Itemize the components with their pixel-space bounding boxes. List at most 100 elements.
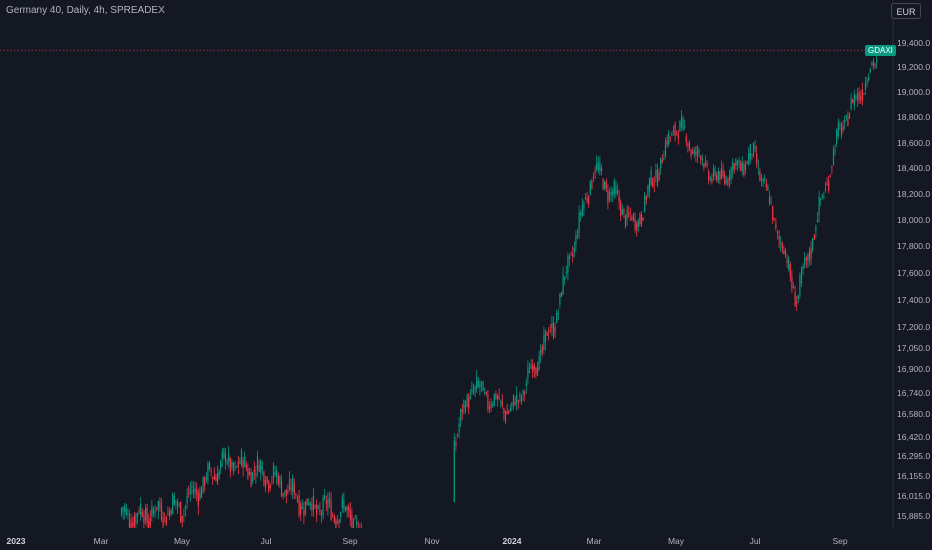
x-tick-label: 2024 [503,536,522,546]
candle-body [584,197,587,200]
candle-body [524,392,526,395]
candle-body [669,136,671,138]
candle-body [644,194,646,212]
candle-body [140,504,142,515]
candle-body [224,453,227,462]
candle-body [216,473,219,485]
candle-body [560,292,563,297]
candle-body [328,497,331,503]
candle-body [480,381,483,385]
candle-body [535,368,537,374]
candle-body [735,159,737,166]
candle-body [594,170,596,173]
candle-body [687,143,689,146]
candle-body [792,287,795,288]
candle-body [516,394,518,404]
candle-body [874,63,876,65]
candle-body [605,182,607,189]
candle-body [148,520,150,528]
candle-body [151,506,153,516]
candle-body [567,256,569,274]
candle-body [666,140,668,145]
candle-body [794,292,796,307]
y-tick-label: 16,580.0 [897,409,930,419]
candle-body [250,471,252,488]
candle-body [676,131,678,133]
candle-body [807,254,809,261]
candle-body [789,264,791,278]
candle-body [701,158,703,161]
candle-body [200,488,203,498]
candle-body [240,450,243,466]
candle-body [557,313,559,315]
candle-body [288,479,291,490]
candle-body [141,512,143,517]
candle-body [623,208,625,214]
candle-body [284,491,286,493]
y-tick-label: 18,200.0 [897,189,930,199]
candle-body [316,504,318,515]
candle-body [335,519,337,528]
candle-body [261,466,263,470]
candle-body [620,202,622,217]
candle-body [157,501,159,510]
candle-body [648,178,651,191]
candle-body [845,115,847,118]
candle-body [544,329,547,343]
candle-body [861,89,863,102]
candle-body [775,223,777,228]
y-tick-label: 17,800.0 [897,241,930,251]
candle-body [528,371,531,373]
candle-body [290,486,292,490]
candle-body [133,515,135,528]
candle-body [533,364,535,370]
candle-body [706,163,708,166]
currency-button[interactable]: EUR [891,3,921,19]
candle-body [208,462,211,470]
candle-body [232,462,235,473]
x-tick-label: Mar [587,536,602,546]
candle-body [602,179,604,190]
candle-body [536,367,539,376]
candle-body [860,96,862,99]
candle-body [128,518,131,528]
candle-body [194,488,196,492]
candle-body [741,162,743,171]
candle-body [778,235,780,241]
candle-body [484,391,486,393]
candle-body [488,407,491,410]
candle-body [592,176,595,178]
candle-body [218,471,220,478]
candle-body [303,509,305,516]
candle-body [869,68,871,73]
y-tick-label: 18,400.0 [897,163,930,173]
candle-body [757,166,759,168]
candle-body [180,502,182,523]
candle-body [239,461,241,464]
candle-body [748,153,750,164]
candle-body [258,465,260,472]
y-tick-label: 16,155.0 [897,471,930,481]
candle-body [538,356,540,370]
candle-body [287,491,289,494]
candle-body [514,401,516,406]
candle-body [733,163,735,169]
candle-body [453,440,455,502]
candle-body [858,92,860,101]
candle-body [708,171,710,181]
candle-body [189,488,191,494]
candle-body [292,477,294,492]
candle-body [132,523,134,526]
candle-body [552,322,555,338]
candle-body [749,144,751,160]
candle-body [600,168,603,172]
candle-body [624,215,627,227]
candle-body [855,96,857,98]
candle-body [709,178,711,180]
candle-body [175,500,177,503]
candle-body [772,206,774,221]
candle-body [716,175,718,180]
candle-body [276,470,278,478]
candle-body [661,160,663,164]
